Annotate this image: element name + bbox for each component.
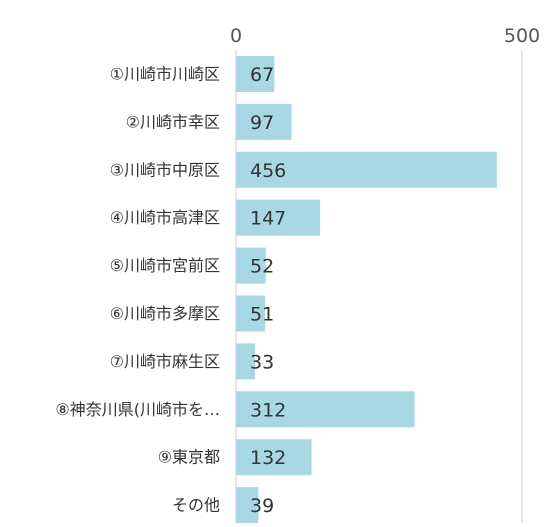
bar: [236, 343, 255, 380]
bar: [236, 439, 312, 476]
data-label: 51: [250, 304, 274, 326]
data-label: 97: [250, 112, 274, 134]
data-label: 67: [250, 64, 274, 86]
category-label: ⑧神奈川県(川崎市を…: [55, 400, 220, 419]
category-label: ③川崎市中原区: [110, 160, 220, 179]
x-tick-label: 500: [504, 25, 540, 47]
data-label: 33: [250, 351, 274, 373]
category-label: ⑨東京都: [158, 448, 220, 467]
category-label: その他: [172, 496, 220, 515]
category-label: ②川崎市幸区: [126, 112, 220, 131]
data-label: 39: [250, 495, 274, 517]
category-label: ⑥川崎市多摩区: [110, 304, 220, 323]
category-label: ⑤川崎市宮前区: [110, 256, 220, 275]
category-label: ①川崎市川崎区: [110, 65, 220, 84]
data-label: 147: [250, 208, 286, 230]
data-label: 132: [250, 447, 286, 469]
bar: [236, 295, 266, 332]
x-tick-label: 0: [230, 25, 242, 47]
bar: [236, 103, 292, 140]
bar: [236, 199, 321, 236]
category-label: ④川崎市高津区: [110, 208, 220, 227]
data-label: 456: [250, 160, 286, 182]
data-label: 52: [250, 256, 274, 278]
category-label: ⑦川崎市麻生区: [110, 352, 220, 371]
bar: [236, 391, 415, 428]
bar: [236, 151, 497, 188]
data-label: 312: [250, 399, 286, 421]
bar: [236, 487, 259, 524]
bar: [236, 247, 266, 284]
bar: [236, 56, 275, 92]
